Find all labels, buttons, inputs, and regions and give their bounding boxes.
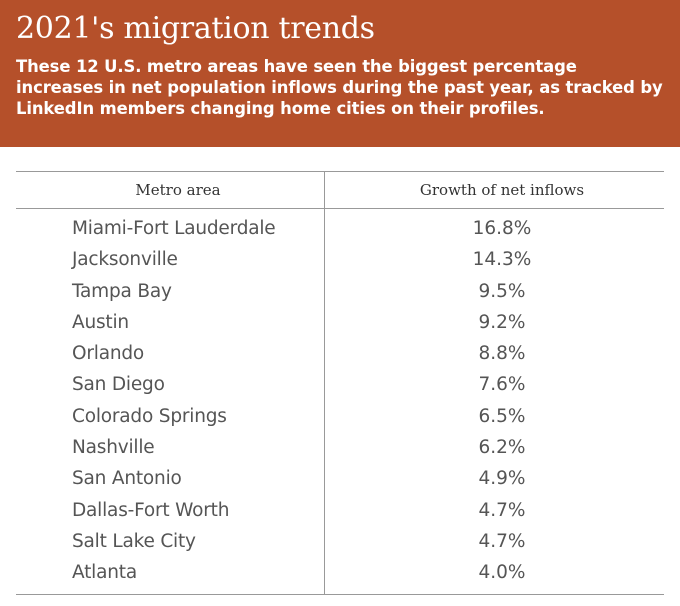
growth-cell: 6.2%: [478, 437, 526, 459]
table-row: Nashville 6.2%: [16, 432, 664, 463]
metro-cell: Orlando: [72, 343, 145, 365]
column-header-metro: Metro area: [135, 181, 221, 199]
table-row: San Diego 7.6%: [16, 369, 664, 400]
column-header-growth: Growth of net inflows: [419, 181, 585, 199]
metro-cell: Salt Lake City: [72, 530, 196, 552]
metro-cell: Atlanta: [72, 562, 137, 584]
table-row: Salt Lake City 4.7%: [16, 526, 664, 557]
metro-cell: Miami-Fort Lauderdale: [72, 218, 276, 239]
table-body: Miami-Fort Lauderdale 16.8% Jacksonville…: [16, 209, 664, 589]
growth-cell: 6.5%: [478, 405, 526, 427]
table-row: Tampa Bay 9.5%: [16, 276, 664, 307]
table-row: Austin 9.2%: [16, 307, 664, 338]
page-subtitle: These 12 U.S. metro areas have seen the …: [16, 57, 663, 118]
header-banner: 2021's migration trends These 12 U.S. me…: [0, 0, 680, 147]
growth-cell: 8.8%: [478, 343, 526, 365]
table-row: Dallas-Fort Worth 4.7%: [16, 495, 664, 526]
growth-cell: 9.2%: [478, 311, 526, 333]
table-row: Orlando 8.8%: [16, 338, 664, 369]
metro-cell: Colorado Springs: [72, 405, 227, 427]
metro-cell: Austin: [72, 311, 129, 333]
growth-cell: 4.9%: [478, 468, 526, 490]
growth-cell: 4.7%: [478, 499, 526, 521]
table-row: Miami-Fort Lauderdale 16.8%: [16, 213, 664, 244]
table-bottom-rule: [16, 594, 664, 595]
metro-cell: Dallas-Fort Worth: [72, 499, 230, 521]
growth-cell: 14.3%: [472, 249, 532, 271]
growth-cell: 7.6%: [478, 374, 526, 396]
metro-cell: Jacksonville: [72, 249, 178, 271]
table-row: Jacksonville 14.3%: [16, 244, 664, 275]
growth-cell: 9.5%: [478, 280, 526, 302]
growth-cell: 16.8%: [472, 218, 532, 239]
growth-cell: 4.0%: [478, 562, 526, 584]
table-header: Metro area Growth of net inflows: [16, 171, 664, 209]
page-title: 2021's migration trends: [16, 11, 375, 46]
metro-cell: Nashville: [72, 437, 155, 459]
migration-table: Metro area Growth of net inflows Miami-F…: [16, 171, 664, 589]
table-row: Atlanta 4.0%: [16, 557, 664, 588]
column-divider: [324, 171, 325, 594]
table-row: Colorado Springs 6.5%: [16, 401, 664, 432]
metro-cell: San Diego: [72, 374, 165, 396]
table-row: San Antonio 4.9%: [16, 463, 664, 494]
metro-cell: San Antonio: [72, 468, 182, 490]
metro-cell: Tampa Bay: [72, 280, 172, 302]
growth-cell: 4.7%: [478, 530, 526, 552]
